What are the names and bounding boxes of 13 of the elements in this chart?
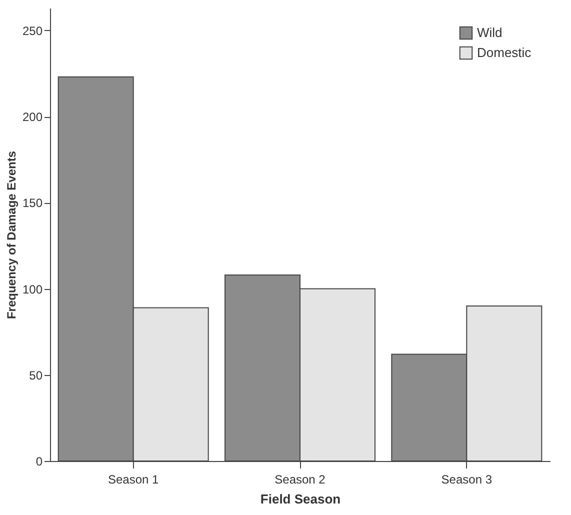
legend-label: Domestic bbox=[477, 45, 532, 60]
x-tick-label: Season 3 bbox=[441, 472, 492, 486]
y-tick-label: 200 bbox=[22, 110, 43, 124]
y-tick-label: 250 bbox=[22, 24, 43, 38]
x-axis-title: Field Season bbox=[260, 492, 341, 506]
y-axis-title: Frequency of Damage Events bbox=[4, 150, 18, 320]
y-tick-label: 100 bbox=[22, 282, 43, 296]
y-tick-label: 150 bbox=[22, 196, 43, 210]
x-tick-label: Season 1 bbox=[108, 472, 160, 486]
y-tick-label: 0 bbox=[36, 454, 43, 468]
x-tick-label: Season 2 bbox=[274, 472, 326, 486]
y-tick-label: 50 bbox=[29, 368, 43, 382]
legend-label: Wild bbox=[477, 25, 502, 40]
